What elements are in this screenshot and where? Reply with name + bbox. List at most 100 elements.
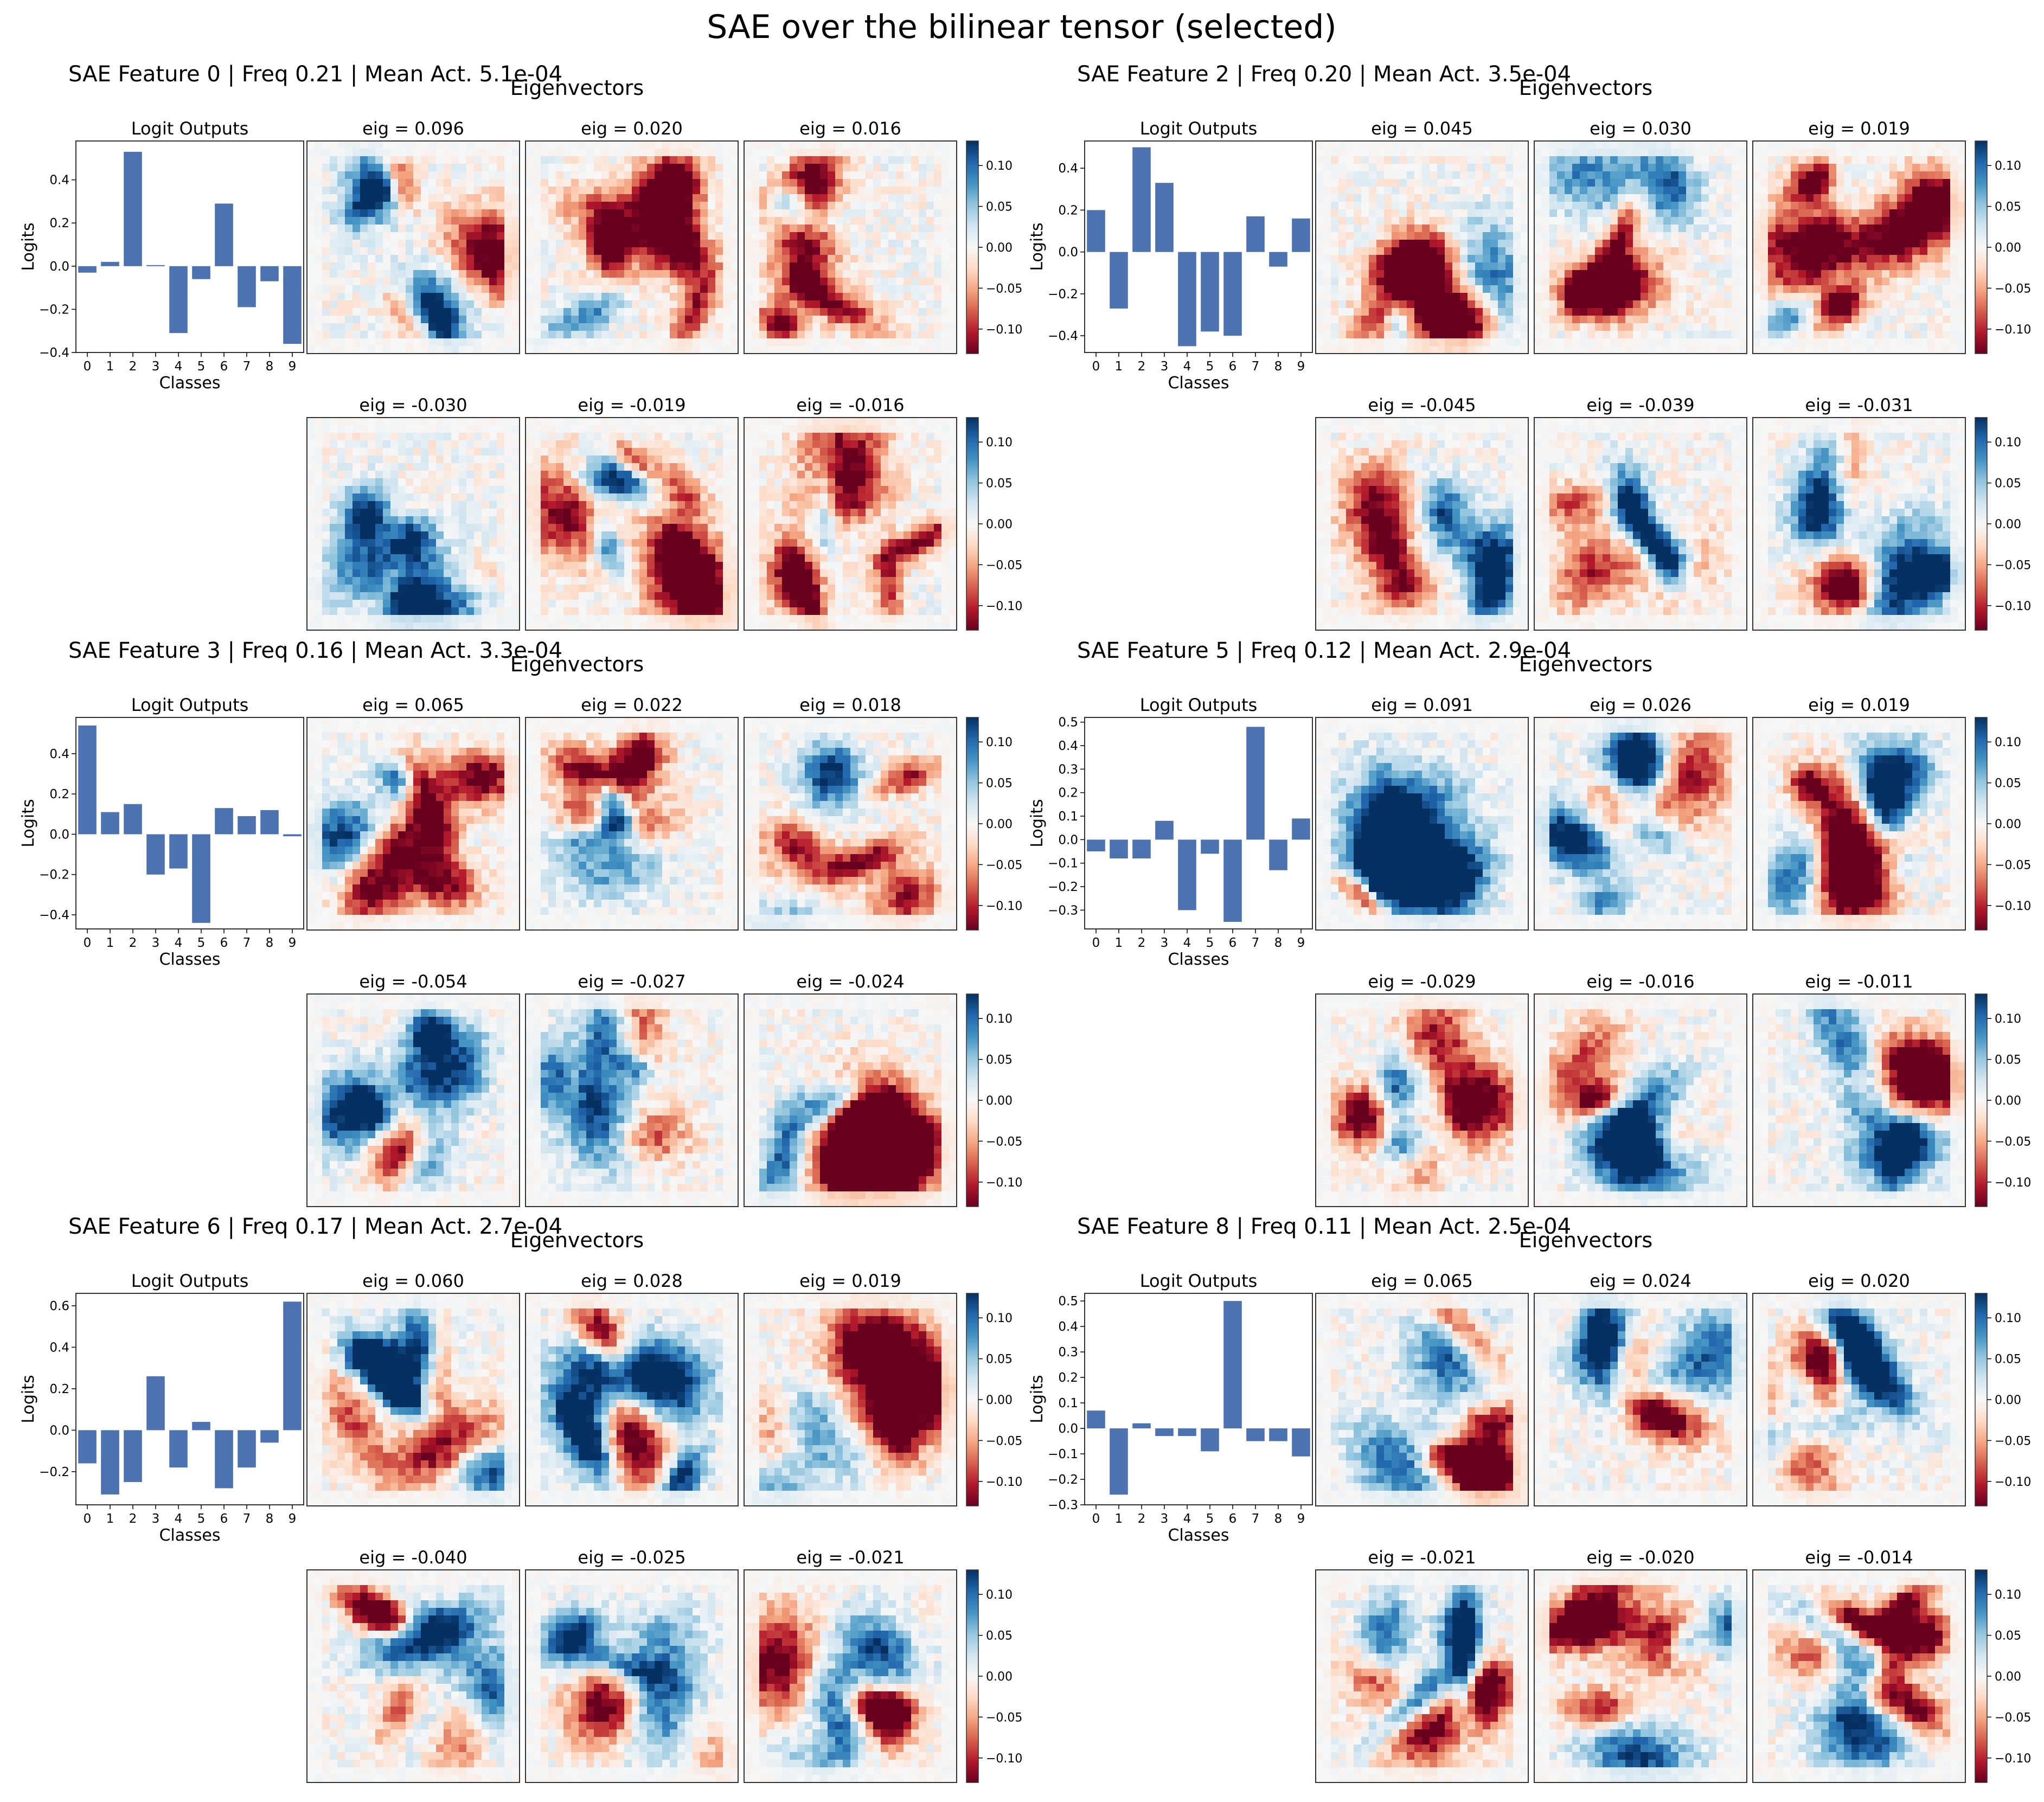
heatmap-cell [526, 300, 534, 309]
heatmap-cell [744, 440, 752, 448]
heatmap-cell [670, 255, 678, 263]
heatmap-cell [790, 270, 798, 278]
heatmap-cell [307, 539, 315, 547]
heatmap-cell [594, 346, 602, 354]
heatmap-cell [858, 425, 866, 433]
heatmap-cell [330, 278, 338, 286]
heatmap-cell [413, 225, 421, 233]
heatmap-cell [533, 323, 541, 331]
heatmap-cell [639, 493, 648, 502]
heatmap-cell [413, 255, 421, 263]
heatmap-cell [345, 240, 353, 248]
heatmap-cell [360, 486, 368, 494]
heatmap-cell [632, 418, 640, 426]
heatmap-cell [812, 463, 821, 471]
heatmap-cell [820, 278, 828, 286]
heatmap-cell [563, 225, 572, 233]
heatmap-cell [307, 225, 315, 233]
heatmap-cell [866, 585, 874, 593]
heatmap-cell [586, 562, 594, 570]
heatmap-cell [436, 592, 444, 600]
x-tick-label: 3 [1161, 360, 1169, 374]
heatmap-cell [322, 300, 330, 309]
heatmap-cell [586, 156, 594, 164]
heatmap-cell [843, 202, 851, 210]
heatmap-cell [563, 516, 572, 524]
heatmap-cell [820, 471, 828, 479]
heatmap-cell [919, 516, 927, 524]
heatmap-cell [715, 171, 723, 179]
heatmap-cell [533, 217, 541, 225]
heatmap-cell [436, 478, 444, 486]
heatmap-cell [904, 331, 912, 339]
heatmap-cell [752, 623, 760, 631]
heatmap-cell [866, 463, 874, 471]
heatmap-cell [911, 471, 919, 479]
heatmap-cell [805, 600, 813, 608]
heatmap-cell [533, 547, 541, 555]
heatmap-cell [655, 448, 663, 456]
heatmap-cell [708, 478, 716, 486]
heatmap-cell [459, 164, 467, 172]
heatmap-cell [731, 577, 739, 585]
heatmap-cell [759, 278, 767, 286]
heatmap-cell [504, 209, 512, 217]
heatmap-cell [413, 171, 421, 179]
heatmap-cell [375, 531, 383, 540]
heatmap-cell [835, 270, 843, 278]
heatmap-cell [873, 592, 881, 600]
heatmap-cell [805, 486, 813, 494]
heatmap-cell [390, 179, 399, 187]
heatmap-cell [639, 187, 648, 195]
heatmap-cell [398, 607, 406, 615]
heatmap-cell [858, 493, 866, 502]
heatmap-cell [693, 471, 701, 479]
heatmap-cell [360, 209, 368, 217]
heatmap-cell [934, 323, 942, 331]
heatmap-cell [548, 331, 556, 339]
heatmap-cell [708, 194, 716, 202]
heatmap-cell [919, 425, 927, 433]
heatmap-cell [315, 308, 323, 316]
heatmap-cell [375, 164, 383, 172]
heatmap-cell [767, 478, 775, 486]
heatmap-cell [873, 569, 881, 578]
heatmap-cell [459, 509, 467, 517]
heatmap-cell [556, 285, 564, 293]
heatmap-cell [345, 187, 353, 195]
heatmap-cell [504, 293, 512, 301]
heatmap-cell [1483, 141, 1491, 149]
heatmap-cell [812, 278, 821, 286]
heatmap-cell [337, 585, 345, 593]
heatmap-cell [919, 418, 927, 426]
heatmap-cell [345, 463, 353, 471]
heatmap-cell [843, 516, 851, 524]
heatmap-cell [926, 493, 934, 502]
heatmap-cell [685, 187, 693, 195]
heatmap-cell [812, 554, 821, 562]
heatmap-cell [497, 486, 505, 494]
heatmap-cell [904, 607, 912, 615]
heatmap-cell [1483, 164, 1491, 172]
heatmap-cell [881, 179, 889, 187]
heatmap-cell [1475, 179, 1483, 187]
heatmap-cell [617, 293, 625, 301]
heatmap-cell [353, 217, 361, 225]
heatmap-cell [360, 247, 368, 255]
heatmap-cell [533, 501, 541, 509]
heatmap-cell [820, 149, 828, 157]
heatmap-cell [375, 316, 383, 324]
heatmap-cell [881, 448, 889, 456]
heatmap-cell [797, 615, 805, 623]
heatmap-cell [820, 531, 828, 540]
heatmap-cell [866, 316, 874, 324]
heatmap-cell [421, 486, 429, 494]
heatmap-cell [330, 463, 338, 471]
heatmap-cell [624, 562, 632, 570]
heatmap-cell [353, 456, 361, 464]
heatmap-cell [497, 592, 505, 600]
heatmap-cell [752, 501, 760, 509]
heatmap-cell [1407, 164, 1415, 172]
heatmap-cell [504, 569, 512, 578]
heatmap-cell [541, 194, 549, 202]
